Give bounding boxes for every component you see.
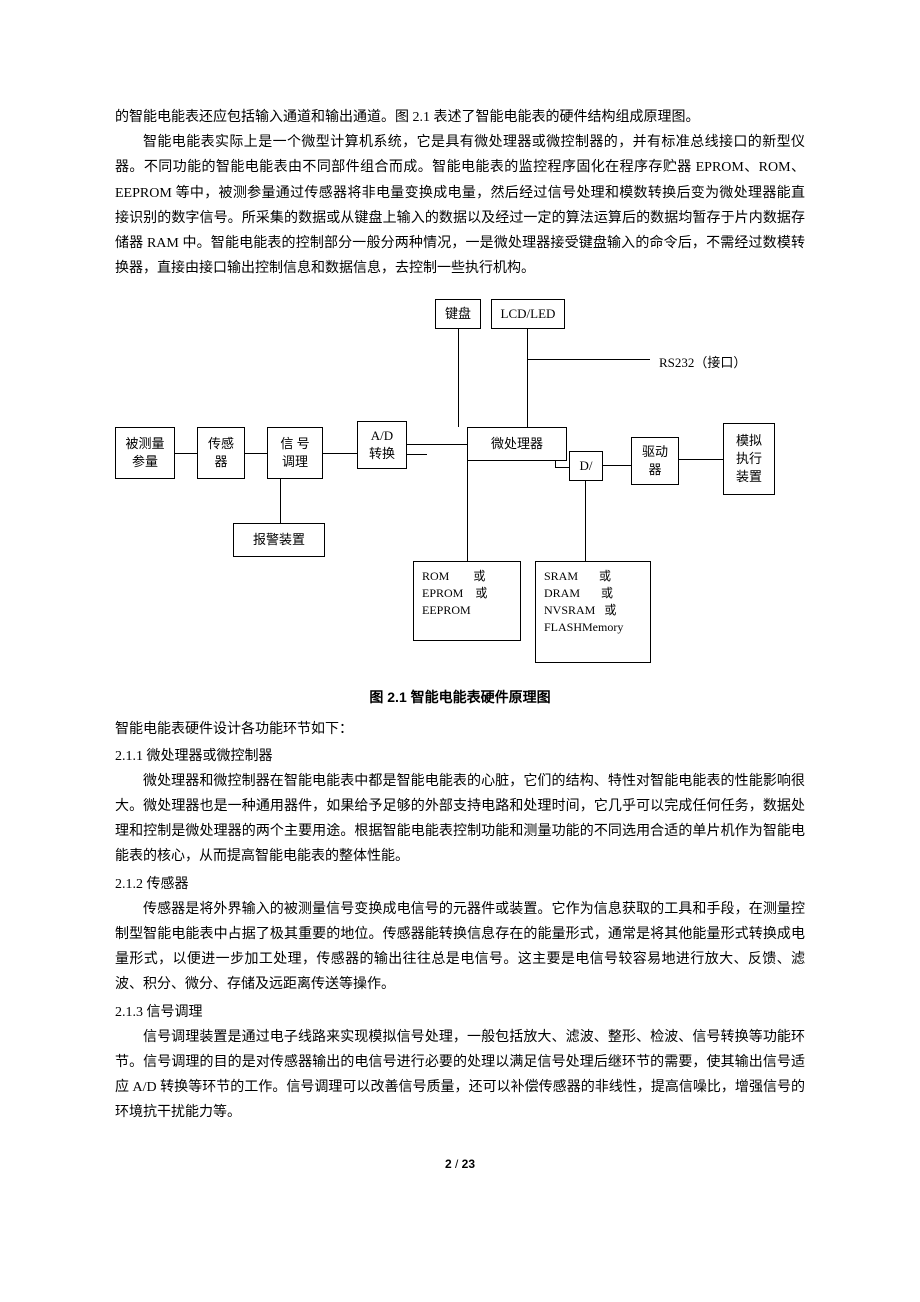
text: 器	[214, 453, 227, 471]
connector	[458, 329, 459, 427]
text: 参量	[132, 453, 158, 471]
text: 传感	[208, 435, 234, 453]
text: 被测量	[125, 435, 164, 453]
node-conditioning: 信 号 调理	[267, 427, 323, 479]
node-rom: ROM 或 EPROM 或 EEPROM	[413, 561, 521, 641]
connector	[603, 465, 631, 466]
node-keyboard: 键盘	[435, 299, 481, 329]
text: FLASHMemory	[544, 619, 623, 636]
connector	[407, 454, 427, 455]
node-sensor: 传感 器	[197, 427, 245, 479]
connector	[527, 329, 528, 427]
node-ram: SRAM 或 DRAM 或 NVSRAM 或 FLASHMemory	[535, 561, 651, 663]
text: 转换	[369, 445, 395, 463]
text: SRAM 或	[544, 568, 611, 585]
text: 器	[648, 461, 661, 479]
text: 信 号	[280, 435, 309, 453]
paragraph: 传感器是将外界输入的被测量信号变换成电信号的元器件或装置。它作为信息获取的工具和…	[115, 897, 805, 998]
label-rs232: RS232（接口）	[659, 351, 746, 374]
node-alarm: 报警装置	[233, 523, 325, 557]
text: DRAM 或	[544, 585, 613, 602]
connector	[245, 453, 267, 454]
text: 模拟	[736, 432, 762, 450]
text: EEPROM	[422, 602, 471, 619]
node-measured: 被测量 参量	[115, 427, 175, 479]
paragraph: 的智能电能表还应包括输入通道和输出通道。图 2.1 表述了智能电能表的硬件结构组…	[115, 105, 805, 130]
connector	[679, 459, 723, 460]
figure-caption: 图 2.1 智能电能表硬件原理图	[115, 685, 805, 710]
paragraph: 智能电能表实际上是一个微型计算机系统，它是具有微处理器或微控制器的，并有标准总线…	[115, 130, 805, 281]
paragraph: 信号调理装置是通过电子线路来实现模拟信号处理，一般包括放大、滤波、整形、检波、信…	[115, 1025, 805, 1126]
node-da: D/	[569, 451, 603, 481]
page-total: 23	[462, 1157, 475, 1171]
page-current: 2	[445, 1157, 452, 1171]
connector	[407, 444, 467, 445]
connector	[585, 481, 586, 561]
connector	[175, 453, 197, 454]
text: EPROM 或	[422, 585, 487, 602]
paragraph: 微处理器和微控制器在智能电能表中都是智能电能表的心脏，它们的结构、特性对智能电能…	[115, 769, 805, 870]
node-mcu: 微处理器	[467, 427, 567, 461]
page-footer: 2 / 23	[115, 1154, 805, 1176]
connector	[467, 461, 468, 561]
node-actuator: 模拟 执行 装置	[723, 423, 775, 495]
connector	[527, 359, 649, 360]
text: 驱动	[642, 443, 668, 461]
paragraph: 智能电能表硬件设计各功能环节如下：	[115, 717, 805, 742]
text: NVSRAM 或	[544, 602, 616, 619]
node-lcd: LCD/LED	[491, 299, 565, 329]
connector	[323, 453, 357, 454]
text: 调理	[282, 453, 308, 471]
connector	[649, 359, 650, 360]
section-heading: 2.1.2 传感器	[115, 872, 805, 897]
text: A/D	[371, 427, 393, 445]
text: 执行	[736, 450, 762, 468]
node-adc: A/D 转换	[357, 421, 407, 469]
node-driver: 驱动 器	[631, 437, 679, 485]
page-sep: /	[452, 1157, 462, 1171]
connector	[280, 479, 281, 523]
connector	[555, 467, 569, 468]
text: ROM 或	[422, 568, 485, 585]
section-heading: 2.1.3 信号调理	[115, 1000, 805, 1025]
text: 装置	[736, 468, 762, 486]
hardware-diagram: 键盘 LCD/LED RS232（接口） 被测量 参量 传感 器 信 号 调理 …	[115, 299, 805, 679]
section-heading: 2.1.1 微处理器或微控制器	[115, 744, 805, 769]
